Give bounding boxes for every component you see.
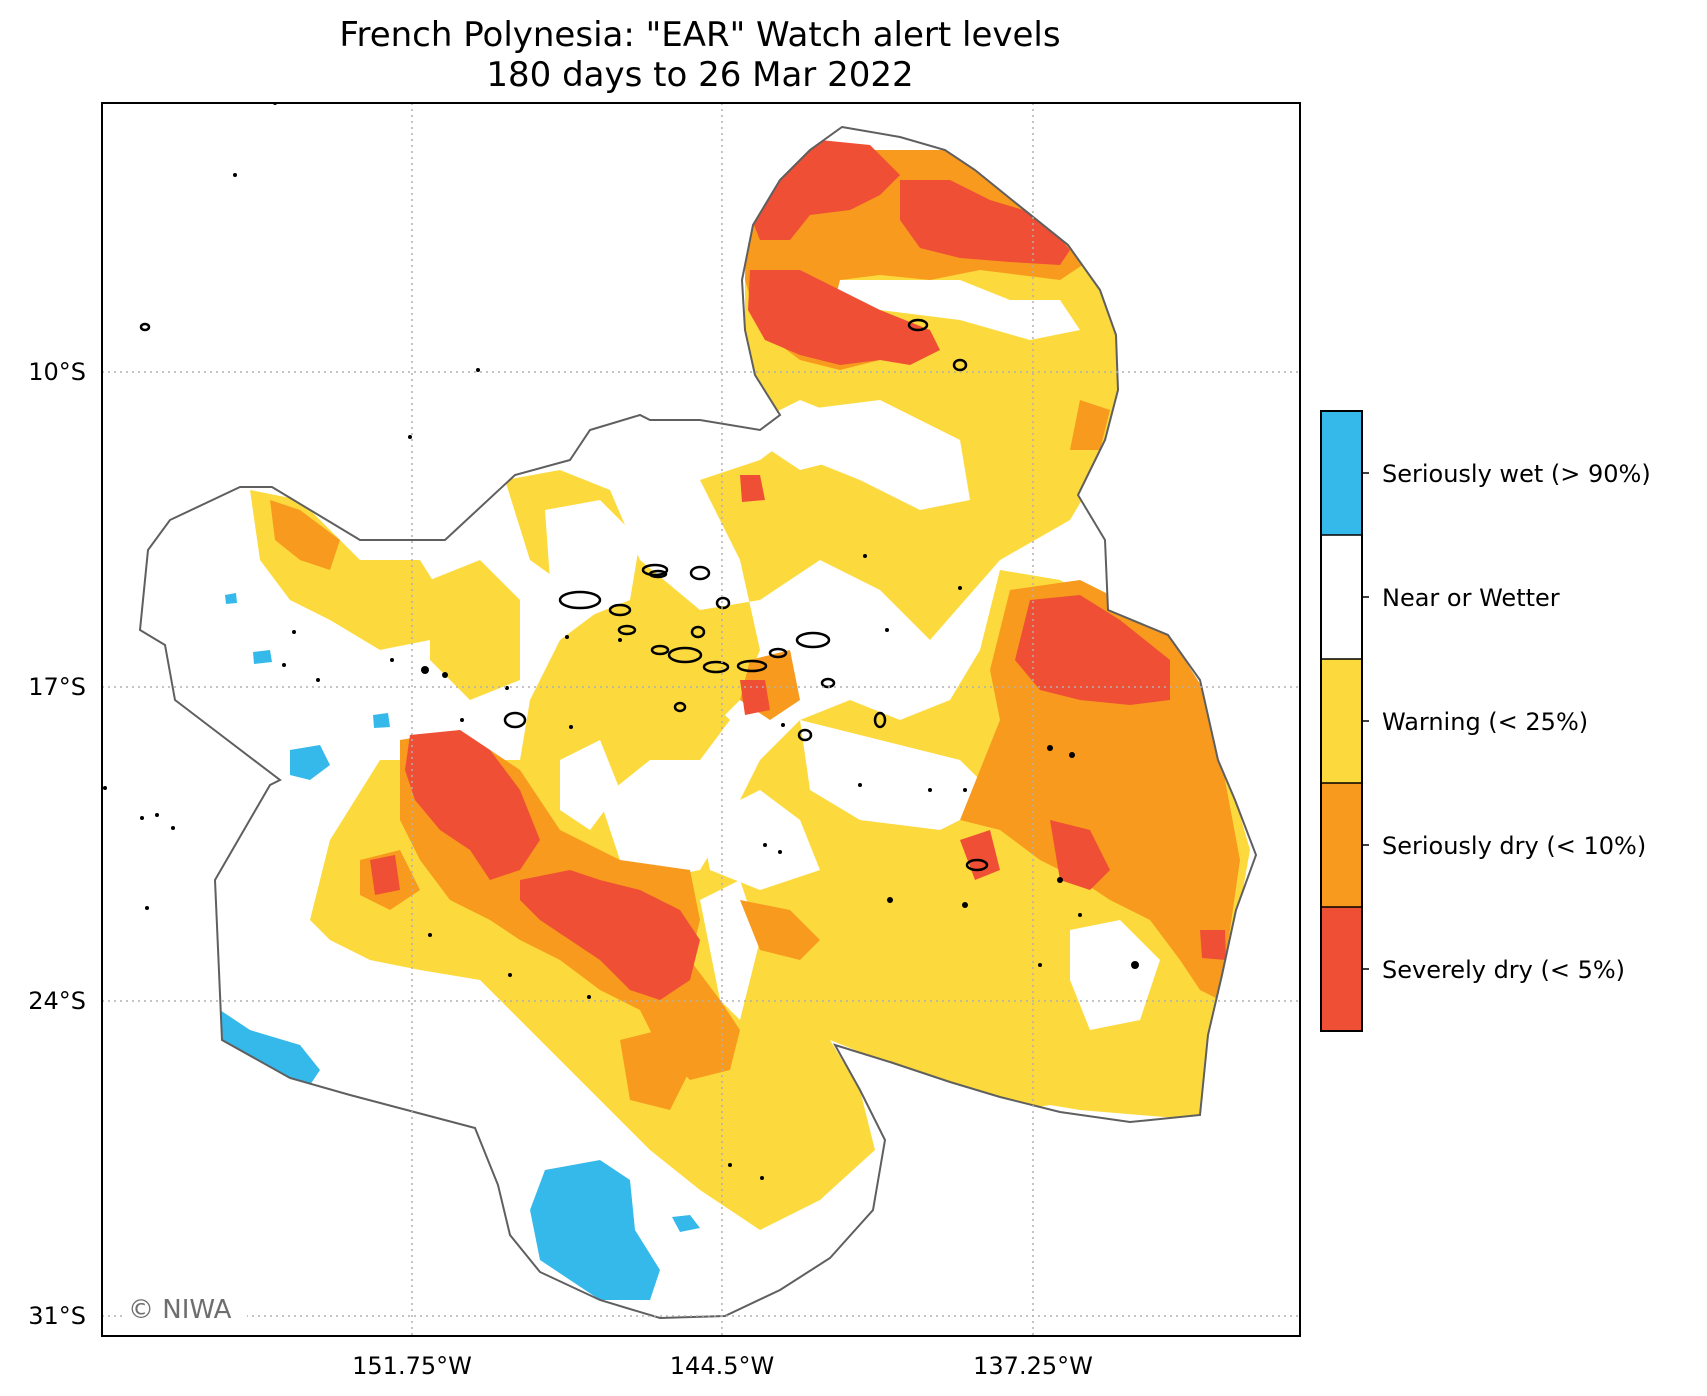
- legend: Seriously wet (> 90%) Near or Wetter War…: [1320, 410, 1651, 1032]
- legend-label-severely-dry: Severely dry (< 5%): [1382, 956, 1625, 984]
- near-or-wetter-areas: [545, 280, 1160, 1030]
- credit-text: © NIWA: [128, 1295, 232, 1325]
- seriously-wet-areas: [220, 593, 700, 1300]
- legend-label-seriously-wet: Seriously wet (> 90%): [1382, 460, 1651, 488]
- legend-swatch-warning: [1321, 659, 1362, 783]
- island-dots: [103, 103, 1139, 1180]
- legend-label-warning: Warning (< 25%): [1382, 708, 1588, 736]
- lon-label: 151.75°W: [352, 1352, 472, 1380]
- legend-swatch-severely-dry: [1321, 907, 1362, 1031]
- legend-swatch-seriously-dry: [1321, 783, 1362, 907]
- legend-label-seriously-dry: Seriously dry (< 10%): [1382, 832, 1646, 860]
- map-frame: [101, 102, 1301, 1337]
- gridlines: [102, 103, 1300, 1336]
- lat-label: 17°S: [28, 673, 86, 701]
- lat-label: 10°S: [28, 358, 86, 386]
- map-title-line2: 180 days to 26 Mar 2022: [486, 55, 913, 95]
- credit-backing: [125, 1290, 247, 1326]
- island-outlines: [139, 318, 989, 872]
- longitude-labels: 151.75°W 144.5°W 137.25°W: [352, 1352, 1093, 1380]
- map-panel: © NIWA: [101, 102, 1301, 1337]
- map-title-line1: French Polynesia: "EAR" Watch alert leve…: [339, 15, 1060, 55]
- legend-frame: [1320, 410, 1363, 1032]
- latitude-labels: 10°S 17°S 24°S 31°S: [28, 358, 86, 1330]
- lat-label: 31°S: [28, 1302, 86, 1330]
- legend-swatch-seriously-wet: [1321, 411, 1362, 535]
- lon-label: 144.5°W: [670, 1352, 774, 1380]
- lon-label: 137.25°W: [973, 1352, 1093, 1380]
- lat-label: 24°S: [28, 987, 86, 1015]
- severely-dry-areas: [370, 140, 1226, 1000]
- legend-label-near-or-wetter: Near or Wetter: [1382, 584, 1560, 612]
- legend-swatch-near-or-wetter: [1321, 535, 1362, 659]
